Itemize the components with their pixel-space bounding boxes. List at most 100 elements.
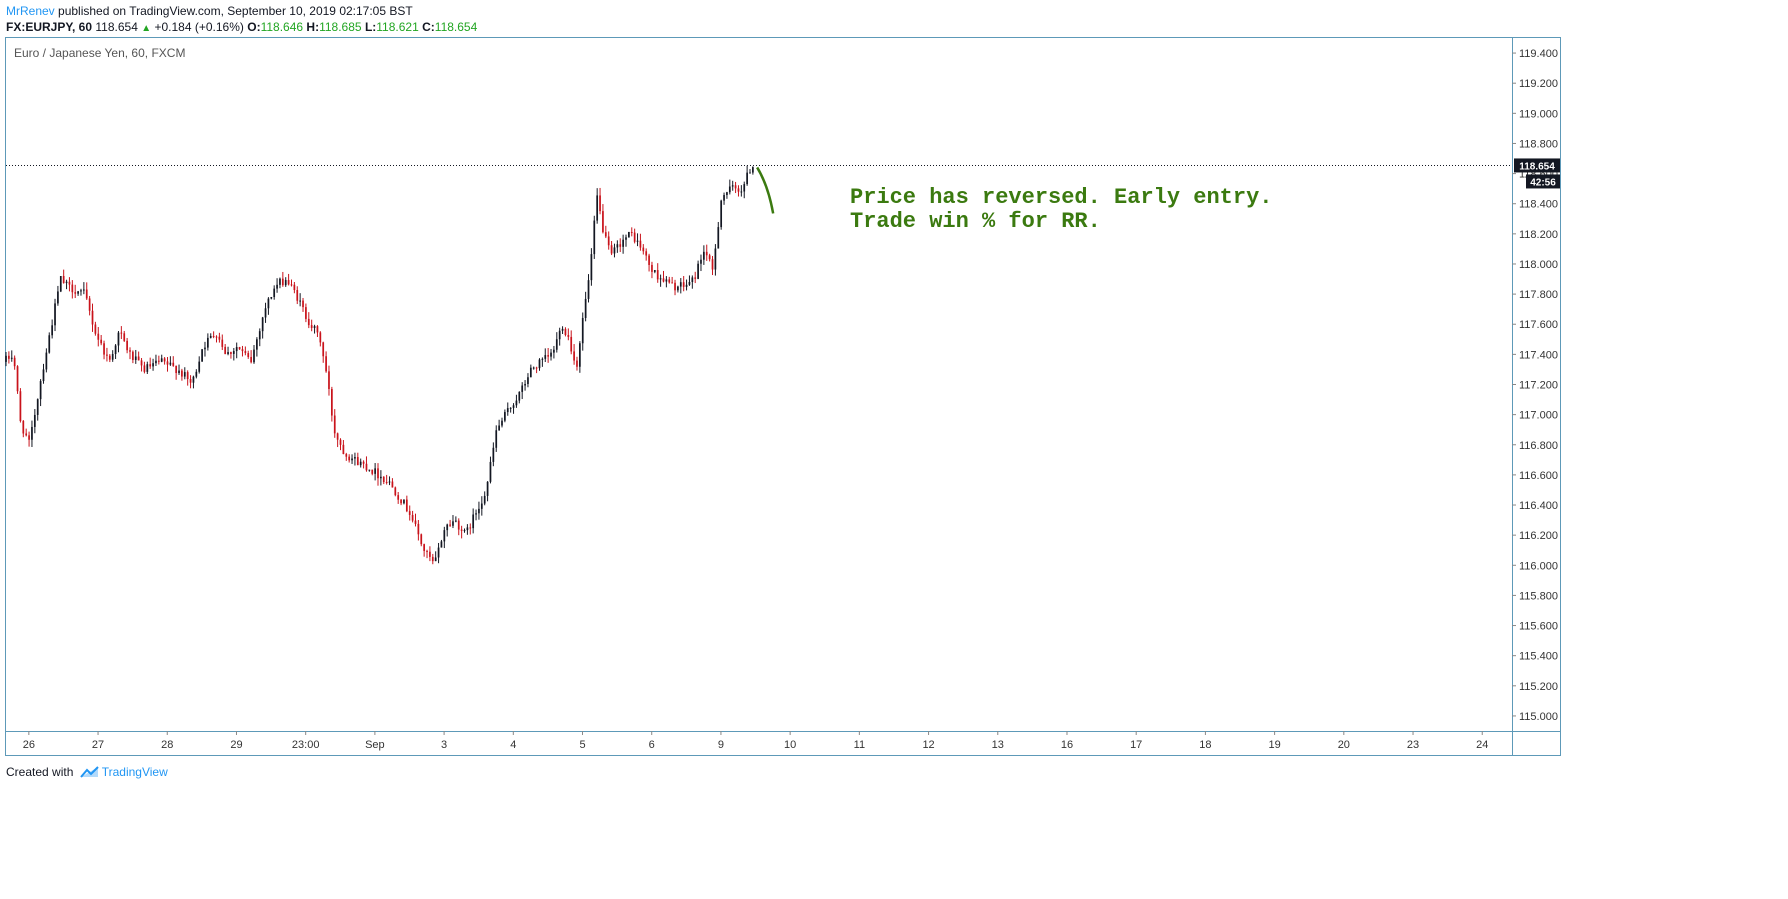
candle-body [325, 356, 327, 372]
time-tick-label: 3 [441, 739, 447, 751]
candle-body [584, 298, 587, 318]
symbol-info: FX:EURJPY, 60 118.654 ▲ +0.184 (+0.16%) … [6, 20, 477, 34]
candle-body [36, 399, 39, 415]
candle-body [224, 346, 227, 355]
candle-body [665, 279, 668, 282]
candle-body [535, 367, 538, 369]
candle-body [91, 310, 94, 325]
candle-body [244, 351, 247, 354]
candle-body [714, 248, 717, 270]
candle-body [506, 408, 509, 413]
chart-frame[interactable] [5, 37, 1561, 756]
candle-body [65, 281, 68, 284]
candle-body [88, 298, 91, 311]
candle-body [472, 514, 475, 529]
candle-body [287, 280, 290, 285]
candle-body [711, 259, 714, 270]
candle-body [685, 284, 688, 287]
candle-body [206, 337, 209, 348]
candle-body [374, 468, 376, 474]
candle-body [483, 495, 486, 504]
candle-body [123, 333, 126, 341]
candle-body [31, 426, 33, 440]
candle-body [478, 508, 480, 514]
candle-body [134, 356, 137, 360]
candle-body [501, 420, 503, 426]
candle-body [28, 435, 30, 440]
candle-body [688, 281, 691, 285]
price-tick-label: 118.400 [1519, 199, 1558, 211]
candle-body [169, 362, 172, 365]
candle-body [296, 290, 299, 301]
candle-body [59, 276, 62, 292]
candle-body [581, 317, 584, 344]
candle-body [697, 263, 699, 279]
time-tick-label: 20 [1338, 739, 1350, 751]
candle-body [117, 332, 120, 346]
candle-body [740, 191, 743, 193]
price-axis[interactable]: 119.400119.200119.000118.800118.600118.4… [1512, 38, 1558, 756]
candle-body [16, 366, 19, 392]
time-tick-label: 19 [1268, 739, 1280, 751]
candle-body [480, 503, 483, 509]
candle-body [622, 239, 624, 247]
last-price-badge [1514, 158, 1560, 173]
candle-body [322, 342, 325, 357]
candle-body [454, 520, 457, 522]
candle-body [466, 527, 469, 531]
candle-body [691, 277, 694, 282]
candle-body [57, 291, 59, 304]
time-tick-label: 16 [1061, 739, 1073, 751]
candle-body [25, 433, 28, 436]
candle-body [434, 557, 437, 562]
price-tick-label: 119.200 [1519, 78, 1558, 90]
candle-body [68, 281, 71, 285]
candle-body [10, 357, 13, 359]
candle-body [489, 461, 492, 482]
candle-body [201, 349, 203, 362]
price-tick-label: 117.200 [1519, 380, 1558, 392]
candle-body [449, 524, 451, 526]
candle-body [749, 172, 751, 174]
time-axis[interactable]: 26 27 28 29 23:00 Sep 3 4 5 6 9 10 11 12 13 16 17 18 19 20 2… [6, 731, 1561, 751]
candle-body [452, 521, 454, 526]
candle-body [181, 370, 183, 377]
candle-body [77, 291, 79, 294]
close-value: 118.654 [434, 20, 478, 34]
candle-body [607, 236, 610, 246]
candle-body [261, 317, 264, 332]
candle-body [264, 308, 267, 318]
candle-body [596, 195, 599, 221]
price-tick-label: 116.000 [1519, 560, 1558, 572]
candle-body [48, 335, 51, 353]
price-tick-label: 117.600 [1519, 319, 1558, 331]
candle-body [573, 351, 575, 361]
time-tick-label: 18 [1199, 739, 1211, 751]
author-link[interactable]: MrRenev [6, 4, 55, 18]
candle-body [469, 527, 472, 529]
candle-body [668, 279, 671, 283]
tradingview-link[interactable]: TradingView [101, 765, 168, 779]
candle-body [633, 232, 636, 242]
created-with-text: Created with [6, 765, 74, 779]
candle-body [504, 412, 506, 421]
candle-body [463, 530, 466, 532]
candle-body [653, 270, 656, 272]
candle-body [475, 513, 477, 515]
candle-body [538, 359, 541, 369]
candle-body [281, 278, 284, 286]
candle-body [529, 367, 532, 378]
candle-body [555, 339, 558, 350]
candle-body [377, 468, 379, 479]
candle-body [204, 347, 206, 350]
candle-body [310, 325, 313, 328]
candle-body [403, 499, 405, 504]
candle-body [728, 186, 731, 193]
candle-body [330, 389, 333, 416]
candle-body [628, 232, 630, 238]
candle-body [492, 447, 495, 462]
candle-body [5, 355, 7, 362]
candle-body [659, 278, 662, 280]
price-tick-label: 119.400 [1519, 48, 1558, 60]
